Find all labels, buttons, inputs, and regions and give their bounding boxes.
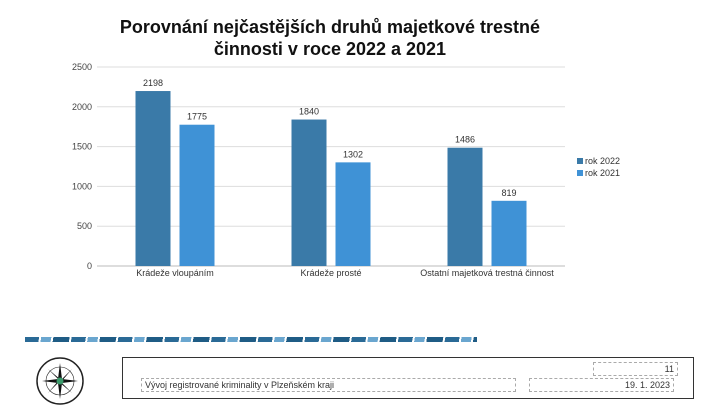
title-line-1: Porovnání nejčastějších druhů majetkové … — [119, 17, 541, 37]
bar — [291, 119, 327, 266]
y-tick-label: 2500 — [72, 62, 92, 72]
legend-swatch — [577, 158, 583, 164]
bar — [135, 91, 171, 266]
data-label: 1302 — [343, 149, 363, 159]
footer-subtitle: Vývoj registrované kriminality v Plzeňsk… — [141, 378, 516, 392]
legend-swatch — [577, 170, 583, 176]
x-tick-label: Ostatní majetková trestná činnost — [420, 268, 554, 278]
title-line-2: činnosti v roce 2022 a 2021 — [213, 39, 447, 59]
y-tick-label: 1500 — [72, 142, 92, 152]
data-label: 819 — [501, 188, 516, 198]
bar — [179, 124, 215, 267]
y-tick-label: 1000 — [72, 181, 92, 191]
bar — [447, 147, 483, 266]
y-tick-label: 2000 — [72, 102, 92, 112]
page-number: 11 — [593, 362, 678, 376]
legend-label: rok 2022 — [585, 156, 620, 166]
police-logo-icon — [36, 357, 84, 405]
y-tick-label: 0 — [87, 261, 92, 271]
bar — [335, 162, 371, 266]
legend-label: rok 2021 — [585, 168, 620, 178]
bar — [491, 200, 527, 266]
footer-date: 19. 1. 2023 — [529, 378, 674, 392]
data-label: 1775 — [187, 112, 207, 122]
data-label: 1486 — [455, 135, 475, 145]
x-tick-label: Krádeže vloupáním — [136, 268, 214, 278]
x-tick-label: Krádeže prosté — [300, 268, 361, 278]
data-label: 1840 — [299, 107, 319, 117]
decorative-stripe — [25, 337, 477, 342]
data-label: 2198 — [143, 78, 163, 88]
footer-box: 11 Vývoj registrované kriminality v Plze… — [122, 357, 694, 399]
y-tick-label: 500 — [77, 221, 92, 231]
bar-chart: 0 500 1000 1500 2000 2500 2198 1775 Krádeže vlou… — [72, 62, 620, 278]
chart-title: Porovnání nejčastějších druhů majetkové … — [100, 16, 560, 60]
